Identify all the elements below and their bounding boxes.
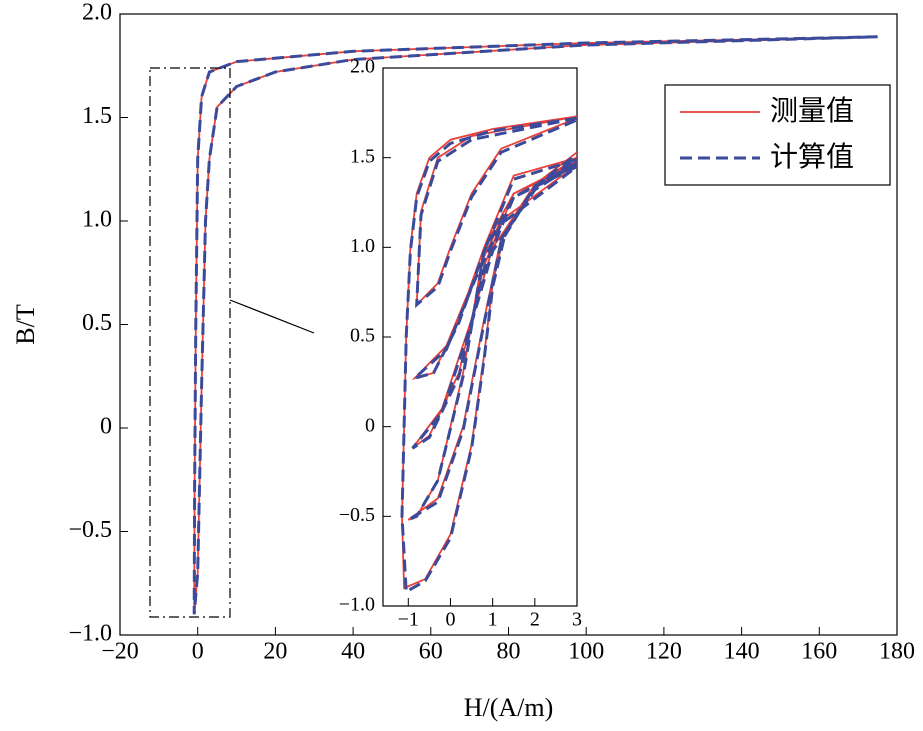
x-tick-label: 0 bbox=[192, 639, 204, 665]
x-tick-label: 100 bbox=[568, 639, 604, 665]
x-tick-label: 80 bbox=[497, 639, 521, 665]
y-tick-label: 2.0 bbox=[82, 0, 112, 26]
y-tick-label: 2.0 bbox=[350, 56, 375, 78]
x-axis-label: H/(A/m) bbox=[464, 693, 554, 722]
series-line bbox=[400, 116, 577, 595]
x-tick-label: 3 bbox=[572, 609, 582, 631]
y-tick-label: 1.0 bbox=[350, 235, 375, 257]
y-tick-label: −0.5 bbox=[68, 517, 112, 543]
x-tick-label: 120 bbox=[646, 639, 682, 665]
y-tick-label: −1.0 bbox=[339, 594, 375, 616]
y-axis-label: B/T bbox=[11, 304, 40, 345]
y-tick-label: −0.5 bbox=[339, 504, 375, 526]
x-tick-label: −1 bbox=[398, 609, 419, 631]
y-tick-label: 0 bbox=[100, 414, 112, 440]
zoom-region bbox=[149, 67, 231, 618]
y-tick-label: 1.0 bbox=[82, 207, 112, 233]
y-tick-label: 1.5 bbox=[350, 145, 375, 167]
y-tick-label: 0 bbox=[365, 414, 375, 436]
x-tick-label: 0 bbox=[445, 609, 455, 631]
y-tick-label: −1.0 bbox=[68, 621, 112, 647]
legend-box bbox=[664, 84, 891, 186]
x-tick-label: 2 bbox=[530, 609, 540, 631]
x-tick-label: −20 bbox=[101, 639, 139, 665]
x-tick-label: 160 bbox=[801, 639, 837, 665]
y-tick-label: 0.5 bbox=[82, 310, 112, 336]
x-tick-label: 140 bbox=[724, 639, 760, 665]
y-tick-label: 0.5 bbox=[350, 325, 375, 347]
legend-label: 测量值 bbox=[770, 94, 854, 127]
x-tick-label: 1 bbox=[488, 609, 498, 631]
zoom-connector bbox=[229, 299, 315, 334]
x-tick-label: 20 bbox=[263, 639, 287, 665]
x-tick-label: 60 bbox=[419, 639, 443, 665]
x-tick-label: 180 bbox=[879, 639, 915, 665]
x-tick-label: 40 bbox=[341, 639, 365, 665]
legend-label: 计算值 bbox=[770, 140, 854, 173]
y-tick-label: 1.5 bbox=[82, 103, 112, 129]
series-line bbox=[192, 35, 878, 615]
